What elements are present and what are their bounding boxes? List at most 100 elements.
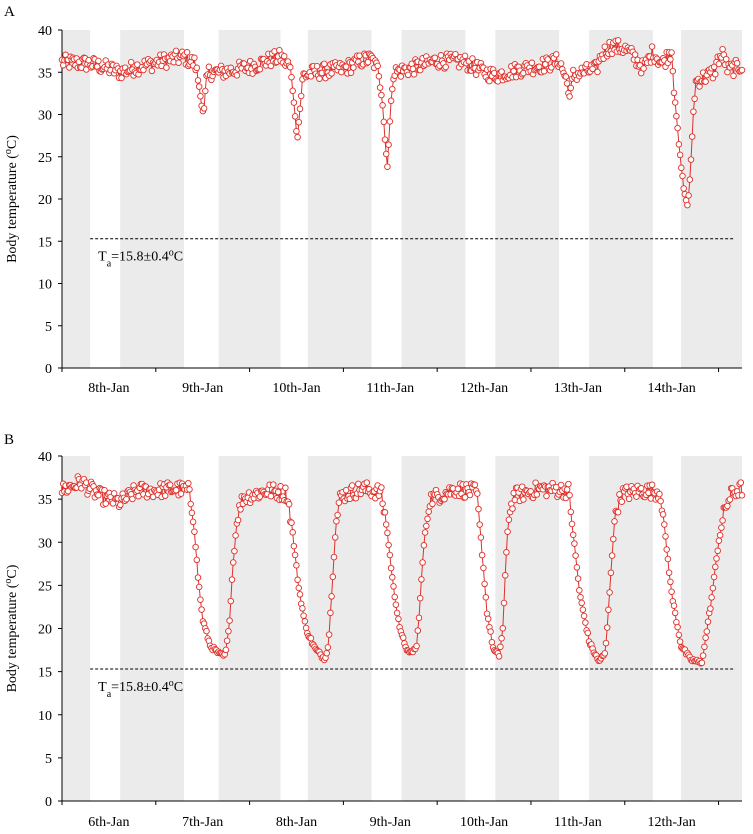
data-point-b-109 — [191, 528, 198, 535]
data-point-b-454 — [610, 535, 617, 543]
y-tick-label-a-30: 30 — [38, 109, 52, 124]
data-point-a-290 — [410, 71, 418, 78]
data-point-b-342 — [474, 490, 481, 497]
data-point-b-354 — [488, 638, 496, 646]
data-point-a-196 — [296, 105, 304, 113]
data-point-a-111 — [193, 64, 201, 72]
data-point-b-221 — [327, 609, 334, 617]
series-points-b — [58, 473, 746, 667]
data-point-b-271 — [387, 564, 395, 572]
data-point-b-348 — [481, 580, 488, 588]
data-point-b-53 — [123, 495, 130, 503]
x-tick-label-b-6: 12th-Jan — [648, 815, 696, 830]
x-tick-label-a-5: 13th-Jan — [554, 381, 602, 396]
data-point-a-421 — [569, 66, 577, 74]
data-point-b-193 — [293, 562, 300, 569]
y-tick-label-a-35: 35 — [38, 66, 52, 81]
data-point-b-119 — [203, 627, 210, 635]
data-point-a-112 — [194, 77, 202, 84]
data-point-b-459 — [616, 491, 623, 498]
data-point-b-305 — [429, 500, 436, 508]
data-point-b-449 — [603, 624, 611, 631]
data-point-a-183 — [280, 52, 288, 60]
data-point-b-136 — [223, 637, 231, 644]
data-point-b-272 — [389, 574, 396, 581]
night-band-a-2 — [218, 30, 281, 368]
data-point-b-424 — [573, 564, 581, 571]
data-point-b-190 — [289, 529, 296, 536]
data-point-a-504 — [670, 89, 678, 97]
data-point-b-528 — [699, 652, 707, 659]
data-point-a-521 — [691, 95, 698, 103]
data-point-b-298 — [420, 542, 428, 549]
data-point-b-184 — [282, 484, 289, 492]
data-point-a-362 — [498, 68, 505, 75]
data-point-b-340 — [471, 481, 479, 489]
data-point-a-271 — [387, 97, 395, 105]
data-point-a-261 — [375, 73, 383, 80]
data-point-b-499 — [664, 555, 672, 563]
y-tick-label-a-5: 5 — [45, 320, 52, 335]
data-point-a-507 — [674, 124, 681, 132]
data-point-b-108 — [189, 518, 197, 526]
data-point-a-210 — [313, 62, 321, 70]
data-point-a-191 — [290, 99, 298, 106]
data-point-b-293 — [414, 627, 422, 634]
data-point-b-297 — [419, 559, 426, 566]
data-point-b-114 — [197, 596, 204, 603]
data-point-b-422 — [571, 540, 578, 547]
night-band-a-1 — [120, 30, 184, 368]
data-point-b-111 — [193, 556, 201, 564]
data-point-b-458 — [614, 508, 622, 516]
data-point-a-458 — [614, 37, 622, 44]
data-point-a-295 — [416, 66, 424, 74]
chart-a: 0 5 10 15 20 25 30 35 40 8th-Jan 9th-Jan 10th-Jan 11… — [3, 24, 746, 396]
data-point-b-281 — [399, 634, 407, 641]
data-point-b-538 — [712, 563, 719, 571]
data-point-b-145 — [234, 516, 242, 524]
data-point-a-189 — [288, 73, 295, 81]
data-point-a-509 — [676, 151, 684, 159]
data-point-b-543 — [718, 524, 725, 531]
data-point-b-276 — [393, 609, 401, 617]
series-points-a — [58, 37, 746, 209]
data-point-b-315 — [441, 495, 448, 503]
y-tick-label-b-35: 35 — [38, 493, 52, 508]
data-point-b-507 — [674, 623, 681, 631]
data-point-b-94 — [172, 486, 180, 494]
data-point-a-188 — [287, 63, 294, 71]
data-point-b-509 — [676, 638, 684, 645]
data-point-b-244 — [355, 480, 362, 488]
data-point-b-363 — [499, 625, 507, 632]
data-point-a-57 — [127, 58, 135, 66]
data-point-b-300 — [423, 522, 430, 530]
data-point-b-364 — [500, 599, 508, 607]
data-point-a-547 — [722, 55, 730, 63]
data-point-b-427 — [577, 593, 584, 601]
data-point-b-192 — [291, 551, 299, 559]
data-point-b-419 — [567, 508, 575, 516]
data-point-a-441 — [594, 68, 601, 76]
data-point-a-197 — [297, 92, 305, 100]
data-point-b-5 — [64, 487, 72, 495]
data-point-b-529 — [701, 643, 708, 651]
night-band-b-7 — [681, 456, 742, 801]
data-point-a-447 — [601, 43, 609, 50]
data-point-b-380 — [520, 496, 527, 503]
x-tick-label-a-2: 10th-Jan — [272, 381, 320, 396]
data-point-b-113 — [195, 583, 203, 591]
data-point-b-534 — [707, 605, 714, 612]
night-band-b-0 — [62, 456, 91, 801]
data-point-b-89 — [166, 481, 174, 489]
data-point-b-344 — [476, 521, 483, 528]
data-point-b-227 — [334, 511, 341, 519]
data-point-b-219 — [324, 644, 332, 651]
data-point-b-336 — [466, 491, 474, 499]
x-tick-label-b-4: 10th-Jan — [460, 815, 508, 830]
data-point-b-502 — [668, 588, 675, 595]
y-tick-label-b-20: 20 — [38, 623, 52, 638]
data-point-a-338 — [469, 55, 476, 62]
data-point-a-352 — [486, 77, 493, 85]
data-point-b-264 — [379, 500, 386, 507]
data-point-b-85 — [161, 492, 169, 499]
